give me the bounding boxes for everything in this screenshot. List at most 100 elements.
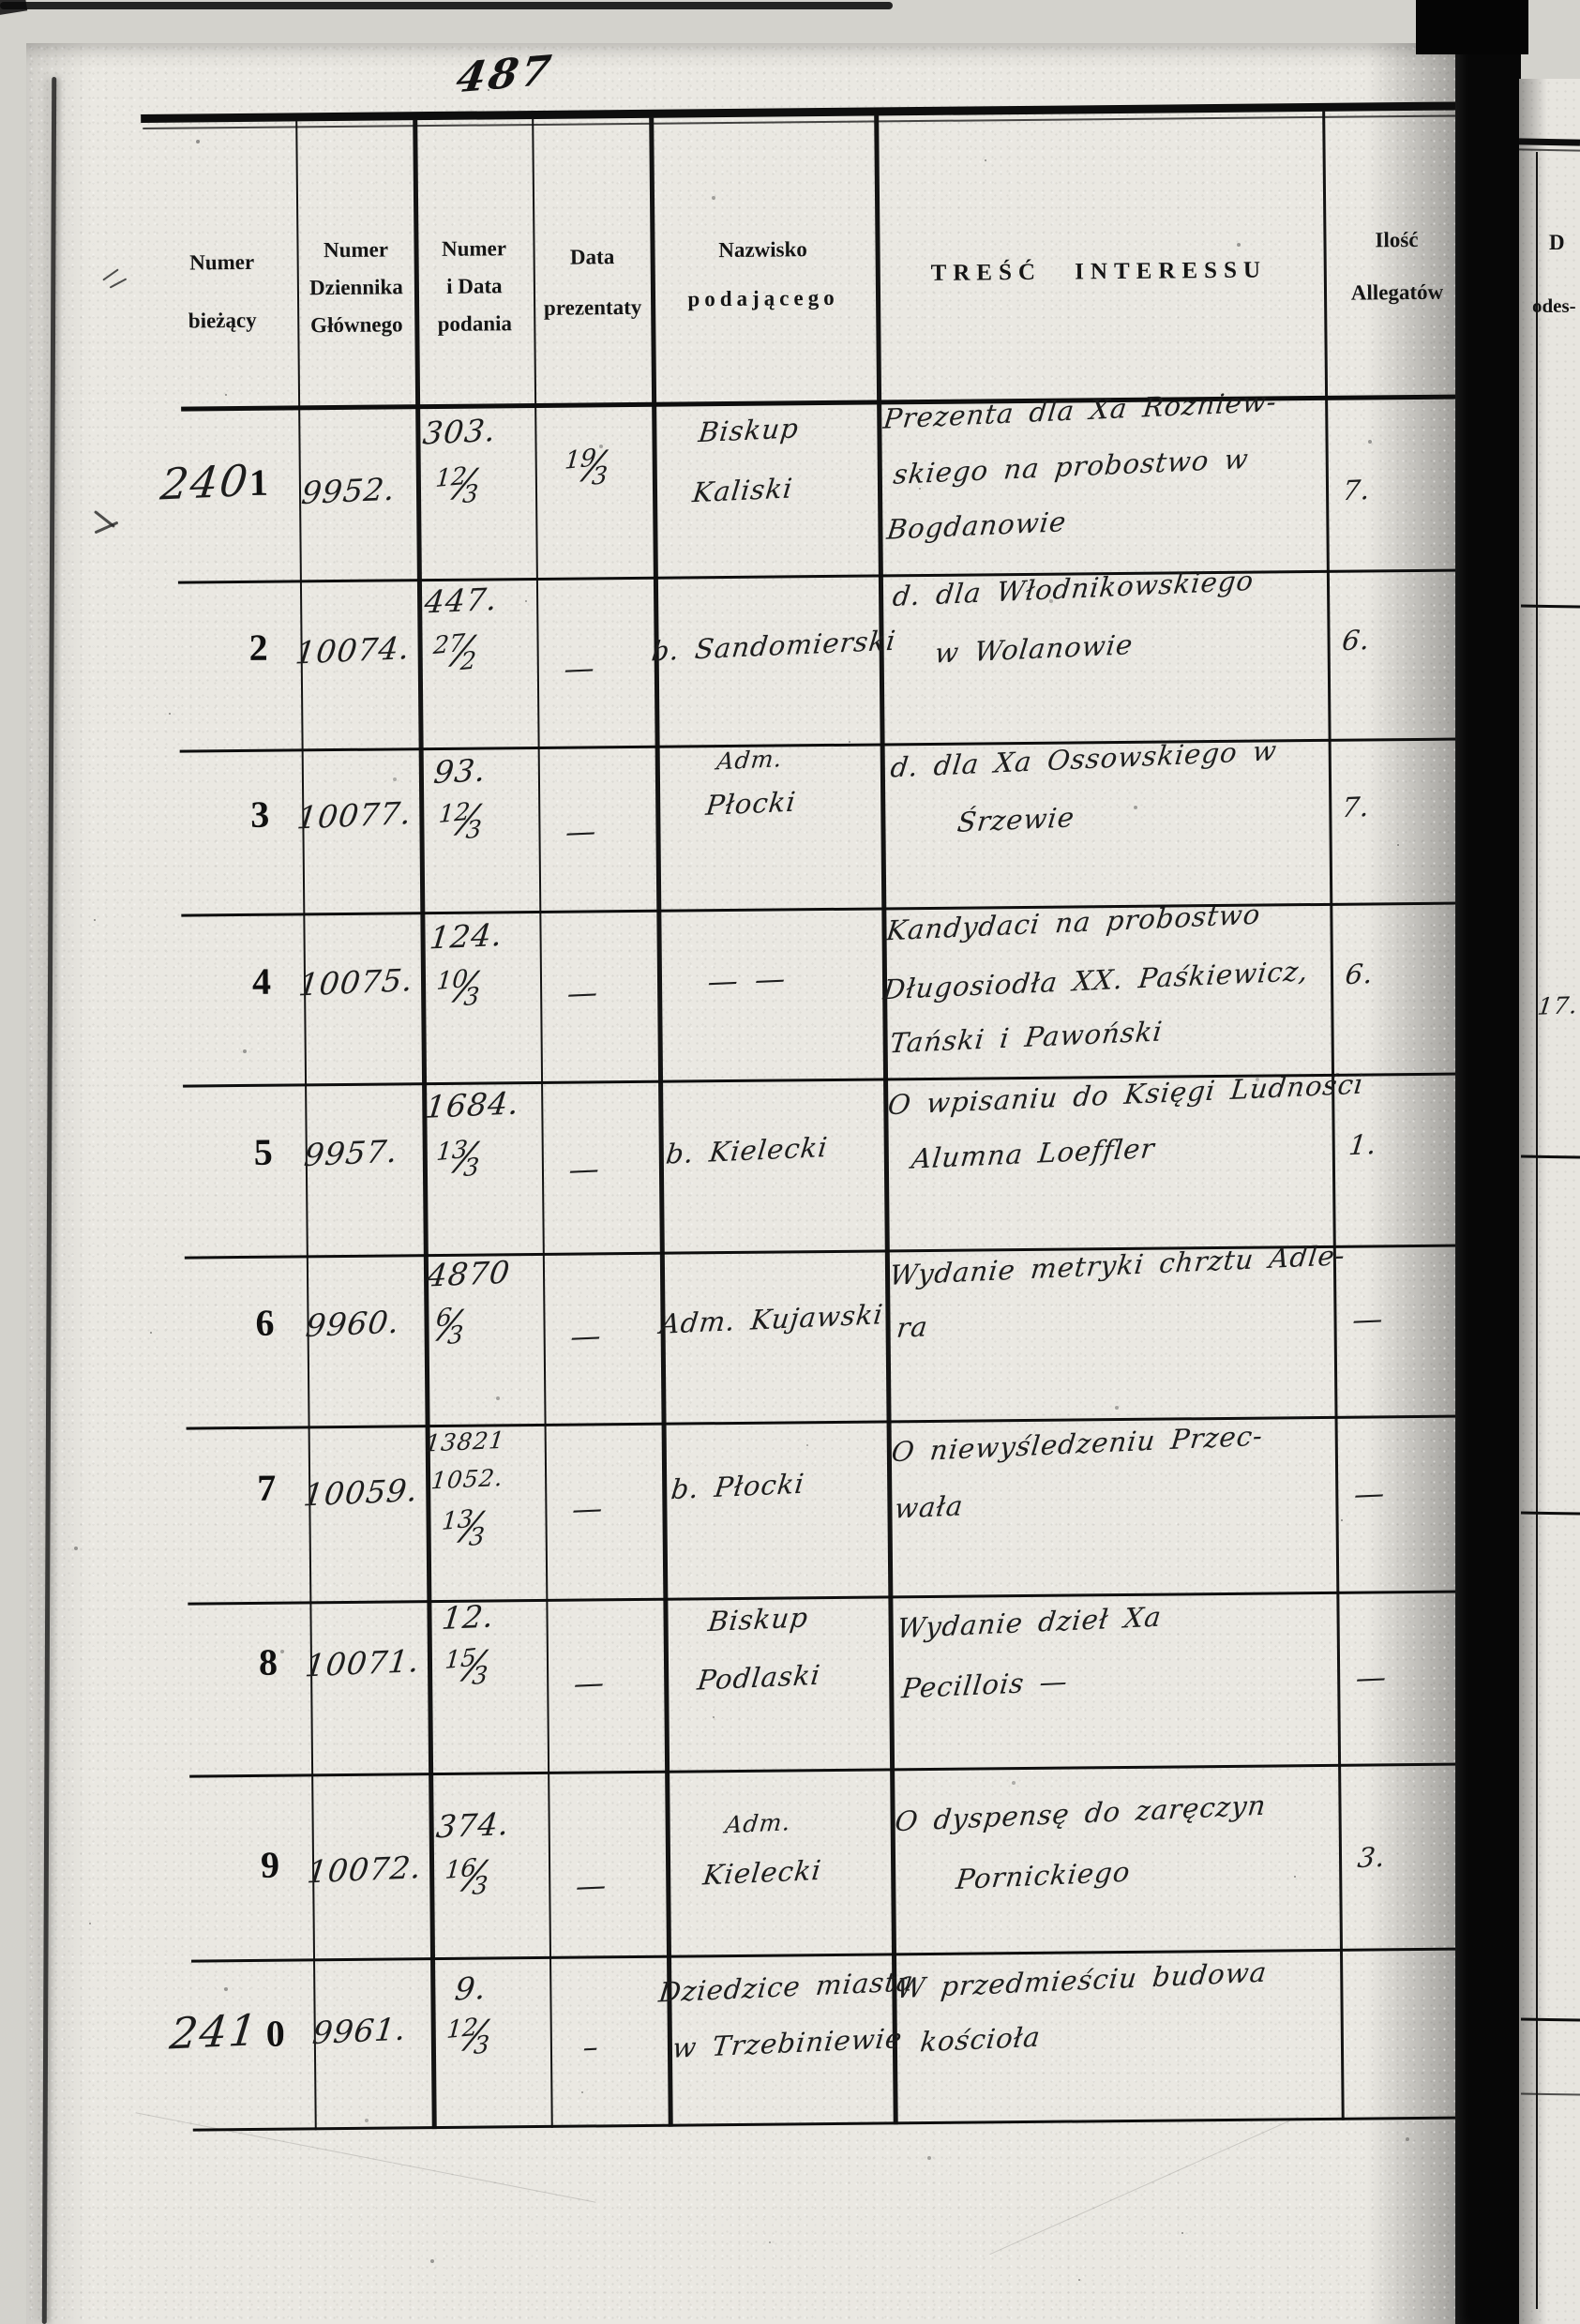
submitter-name: Adm. [715, 745, 785, 776]
submission-number: 12. [440, 1597, 497, 1637]
subject-line: Prezenta dla Xa Rozniew- [881, 385, 1279, 435]
column-header-nazwisko: Nazwisko [718, 237, 807, 263]
submission-number-2: 1052. [429, 1464, 505, 1495]
column-header-dziennik: Numer [323, 237, 389, 263]
film-edge-corner [0, 0, 28, 16]
submission-date: 12⁄3 [437, 796, 483, 846]
journal-number: 10072. [305, 1849, 425, 1891]
row-seq-printed: 0 [265, 2012, 285, 2055]
submission-number: 13821 [423, 1426, 507, 1457]
submitter-name: Biskup [697, 412, 801, 449]
presentation-date-dash: — [568, 1317, 604, 1355]
submission-number: 4870 [425, 1253, 513, 1294]
table-rule-horizontal [177, 568, 1467, 584]
row-seq-handwritten: 240 [158, 455, 253, 510]
row-seq-printed: 6 [255, 1301, 275, 1344]
row-seq-printed: 8 [258, 1640, 278, 1683]
subject-line: Śrzewie [956, 801, 1077, 838]
journal-number: 10077. [294, 794, 414, 837]
submission-date: 12⁄3 [445, 2012, 491, 2061]
submitter-name-dash: — — [705, 959, 789, 1000]
subject-line: ra [895, 1310, 930, 1344]
allegaty-count: — [1352, 1474, 1388, 1513]
row-seq-printed: 4 [251, 959, 272, 1003]
submission-number: 9. [453, 1969, 489, 2008]
column-header-numer-biezacy: bieżący [188, 308, 257, 333]
submitter-name: Adm. [723, 1808, 793, 1839]
presentation-date-dash: — [571, 1664, 608, 1702]
subject-line: Pornickiego [954, 1855, 1133, 1895]
column-header-dziennik: Dziennika [308, 275, 403, 300]
submission-number: 374. [434, 1804, 512, 1846]
subject-line: O dyspensę do zaręczyn [893, 1788, 1269, 1838]
submitter-name: b. Płocki [669, 1467, 806, 1506]
row-seq-printed: 9 [260, 1843, 280, 1886]
submission-number: 303. [421, 412, 499, 452]
handwritten-page-number: 487 [452, 46, 557, 103]
row-seq-handwritten: 241 [167, 2004, 262, 2060]
book-gutter [1455, 0, 1521, 2324]
column-header-allegaty: Ilość [1375, 227, 1419, 252]
submitter-name: b. Sandomierski [650, 624, 898, 668]
table-rule-horizontal [191, 1947, 1481, 1963]
next-page-column-header: D [1549, 231, 1565, 254]
allegaty-count: 1. [1347, 1127, 1379, 1162]
column-header-dziennik: Głównego [309, 312, 403, 338]
allegaty-count: 7. [1340, 790, 1372, 824]
row-seq-printed: 5 [253, 1130, 273, 1173]
subject-line: skiego na probostwo w [891, 443, 1251, 490]
column-header-podanie: Numer [441, 236, 507, 261]
presentation-date-dash: — [564, 973, 601, 1012]
subject-line: d. dla Włodnikowskiego [891, 564, 1256, 613]
next-page-column-header: odes- [1532, 294, 1576, 317]
journal-number: 9957. [302, 1132, 400, 1174]
column-header-numer-biezacy: Numer [189, 249, 255, 275]
row-seq-printed: 7 [256, 1466, 277, 1509]
allegaty-count: — [1353, 1658, 1390, 1697]
journal-number: 10075. [296, 961, 415, 1004]
subject-line: W przedmieściu budowa [895, 1955, 1270, 2005]
submission-date: 27⁄2 [431, 627, 477, 677]
paper-specks [0, 0, 2, 2]
table-rule-horizontal [186, 1414, 1476, 1430]
table-rule-vertical [649, 116, 673, 2127]
submitter-name: Kaliski [690, 472, 795, 509]
subject-line: O niewyśledzeniu Przec- [889, 1419, 1265, 1469]
presentation-date-dash: — [570, 1489, 606, 1528]
presentation-date: 19⁄3 [564, 443, 609, 491]
row-seq-printed: 1 [248, 460, 269, 504]
submission-date: 13⁄3 [435, 1134, 481, 1184]
subject-line: w Wolanowie [933, 628, 1136, 670]
submission-date: 16⁄3 [444, 1852, 489, 1902]
column-header-prezentata: Data [569, 245, 615, 269]
allegaty-count: 6. [1340, 623, 1373, 657]
submitter-name: Dziedzice miasta [656, 1965, 916, 2009]
allegaty-count: 7. [1341, 473, 1373, 507]
submitter-name: Płocki [704, 785, 798, 822]
submission-number: 447. [422, 581, 501, 621]
subject-line: wała [893, 1489, 966, 1525]
table-rule-horizontal [189, 1762, 1480, 1778]
register-left-page-paper [26, 43, 1455, 2324]
table-rule-vertical [532, 117, 553, 2128]
submitter-name: Biskup [706, 1601, 811, 1638]
submitter-name: w Trzebiniewie [670, 2022, 905, 2064]
column-header-podanie: podania [437, 311, 513, 336]
table-rule-horizontal [141, 101, 1466, 123]
submission-number: 1684. [423, 1084, 522, 1125]
submission-date: 10⁄3 [435, 963, 481, 1013]
column-header-nazwisko: podającego [687, 285, 839, 311]
subject-line: Wydanie dzieł Xa [895, 1600, 1164, 1645]
presentation-date-dash: — [562, 649, 598, 687]
row-seq-printed: 3 [250, 792, 270, 836]
submission-date: 12⁄3 [434, 460, 480, 510]
subject-line: Alumna Loeffler [910, 1132, 1157, 1175]
column-header-podanie: i Data [446, 274, 503, 298]
journal-number: 10059. [301, 1471, 421, 1514]
film-edge-streak [0, 2, 893, 9]
submitter-name: Podlaski [695, 1658, 823, 1697]
register-table: Numer bieżący Numer Dziennika Głównego N… [141, 88, 1492, 2165]
submitter-name: Adm. Kujawski [658, 1298, 885, 1340]
journal-number: 9960. [304, 1303, 402, 1345]
submitter-name: Kielecki [700, 1853, 824, 1892]
